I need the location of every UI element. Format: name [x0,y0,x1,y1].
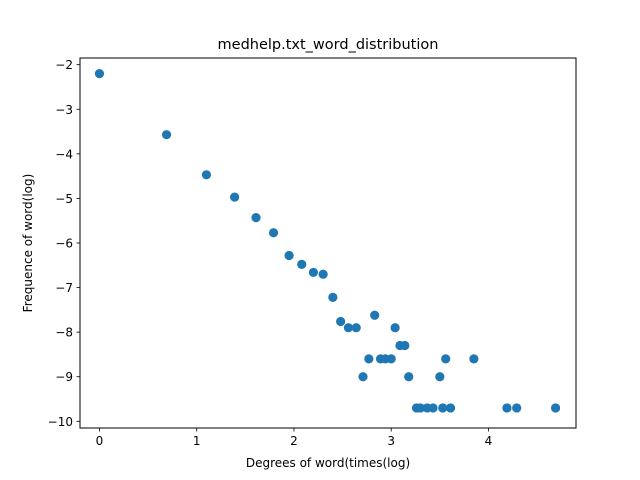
x-axis: 0 1 2 3 4 [96,428,493,448]
y-tick-label: −5 [55,192,73,206]
data-point [336,316,346,327]
data-point [364,354,374,364]
data-point [502,403,512,413]
y-tick-label: −2 [55,58,73,72]
data-point [318,269,328,279]
x-tick-label: 0 [96,434,104,448]
chart-title: medhelp.txt_word_distribution [218,37,439,53]
data-point [428,403,438,413]
data-point [161,130,172,140]
y-tick-label: −6 [55,237,73,251]
data-point [415,403,425,413]
x-tick-label: 1 [193,434,201,448]
y-tick-label: −10 [48,415,73,429]
data-point [94,69,105,79]
data-point [351,323,361,333]
data-point [358,372,368,382]
x-tick-label: 4 [485,434,493,448]
data-point [251,212,261,223]
y-tick-label: −4 [55,147,73,161]
data-point [328,292,338,302]
data-point [370,310,380,320]
y-tick-label: −7 [55,281,73,295]
y-axis-label: Frequence of word(log) [21,174,35,313]
data-point [445,403,456,413]
data-point [512,403,522,413]
data-point [435,372,445,382]
data-point [230,192,240,202]
data-point [469,354,479,364]
data-point [438,403,448,413]
data-point [308,267,319,278]
data-point [343,323,354,333]
data-point [284,250,294,261]
data-point [268,228,279,238]
x-tick-label: 3 [387,434,395,448]
data-points [94,69,561,413]
data-point [297,259,307,269]
data-point [404,372,414,382]
y-tick-label: −3 [55,103,73,117]
data-point [441,354,451,364]
data-point [550,403,561,413]
x-axis-label: Degrees of word(times(log) [246,456,410,470]
y-axis: −2 −3 −4 −5 −6 −7 −8 −9 −10 [48,58,80,429]
x-tick-label: 2 [290,434,298,448]
y-tick-label: −8 [55,326,73,340]
data-point [400,340,410,351]
y-tick-label: −9 [55,370,73,384]
data-point [201,170,212,180]
data-point [386,354,396,364]
data-point [390,323,400,333]
